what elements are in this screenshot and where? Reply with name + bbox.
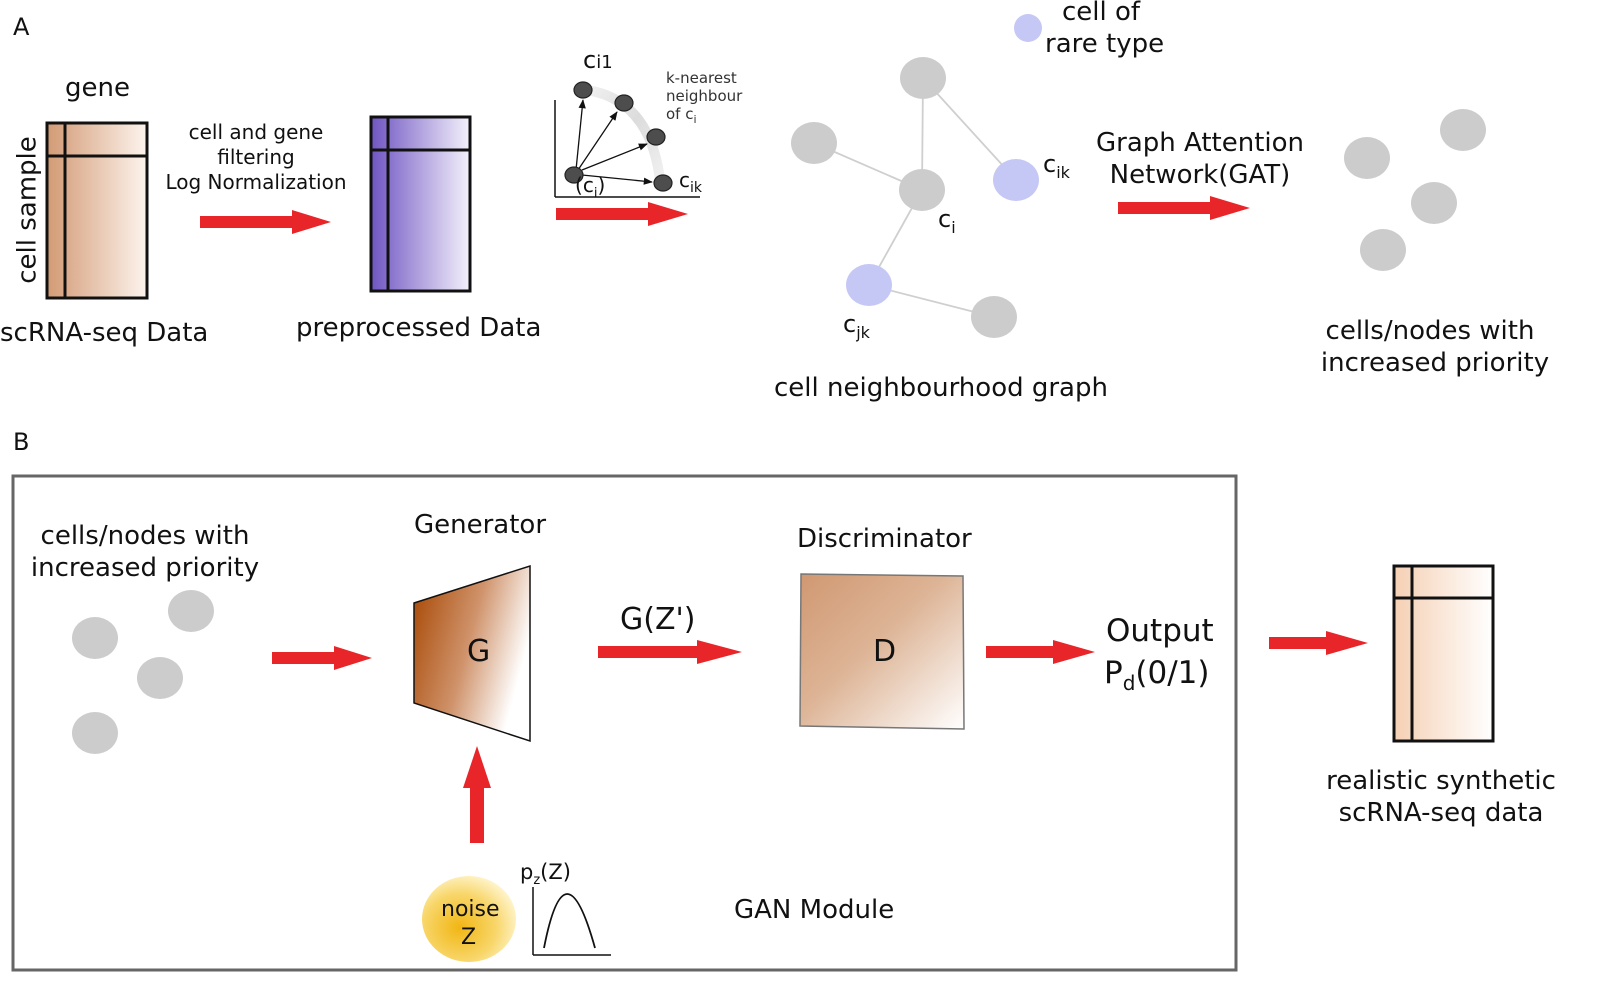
generator-letter: G xyxy=(467,634,491,669)
raw-data-caption: scRNA-seq Data xyxy=(0,318,209,348)
gat-label-line2: Network(GAT) xyxy=(1109,160,1291,190)
arrow-filtering xyxy=(200,210,331,234)
graph-caption: cell neighbourhood graph xyxy=(774,373,1108,403)
knn-label-ci: (ci) xyxy=(575,173,606,201)
discriminator-letter: D xyxy=(873,634,897,669)
arrow-knn xyxy=(556,202,688,226)
knn-plot xyxy=(554,81,700,198)
matrix-row-label: cell sample xyxy=(12,136,43,284)
neighbourhood-graph xyxy=(791,57,1039,338)
knn-note-line3: of ci xyxy=(666,105,697,126)
arrow-to-synthetic xyxy=(1269,631,1368,655)
input-caption-line2: increased priority xyxy=(30,553,260,583)
graph-node xyxy=(971,296,1017,338)
synthetic-caption-line1: realistic synthetic xyxy=(1326,766,1556,796)
input-priority-nodes xyxy=(72,590,214,754)
filtering-label-line1: cell and gene xyxy=(188,120,324,144)
pz-label: pz(Z) xyxy=(520,860,571,889)
filtering-label-line3: Log Normalization xyxy=(165,170,347,194)
knn-label-ci1: ci1 xyxy=(583,46,613,74)
knn-note-line2: neighbour xyxy=(666,87,743,105)
raw-matrix xyxy=(45,121,149,300)
panel-label-a: A xyxy=(13,13,30,41)
arrow-noise-up xyxy=(463,746,491,843)
graph-node xyxy=(900,57,946,99)
knn-note-line1: k-nearest xyxy=(666,69,737,87)
priority-node xyxy=(1411,182,1457,224)
knn-point-right xyxy=(653,174,673,192)
pz-distribution-plot xyxy=(532,887,611,956)
knn-point xyxy=(614,94,634,112)
input-node xyxy=(168,590,214,632)
generator-shape xyxy=(413,564,531,743)
discriminator-title: Discriminator xyxy=(797,524,972,554)
input-node xyxy=(72,617,118,659)
priority-nodes xyxy=(1344,109,1486,271)
rare-legend-line2: rare type xyxy=(1045,29,1165,59)
graph-node-cjk xyxy=(846,264,892,306)
input-node xyxy=(137,657,183,699)
gz-label: G(Z') xyxy=(620,602,696,637)
knn-point xyxy=(646,128,666,146)
generator-title: Generator xyxy=(414,510,547,540)
arrow-to-generator xyxy=(272,646,372,670)
priority-node xyxy=(1360,229,1406,271)
input-caption-line1: cells/nodes with xyxy=(40,521,250,551)
noise-label-line1: noise xyxy=(441,897,500,922)
preprocessed-caption: preprocessed Data xyxy=(296,313,542,343)
panel-label-b: B xyxy=(13,428,30,456)
noise-z-blob xyxy=(422,876,516,962)
gat-label-line1: Graph Attention xyxy=(1095,128,1304,158)
filtering-label-line2: filtering xyxy=(217,145,295,169)
matrix-col-label: gene xyxy=(65,73,130,103)
arrow-to-output xyxy=(986,640,1095,664)
graph-node-cik xyxy=(993,159,1039,201)
input-node xyxy=(72,712,118,754)
graph-label-cik: cik xyxy=(1043,150,1070,182)
discriminator-shape xyxy=(799,573,965,730)
graph-node xyxy=(791,122,837,164)
preprocessed-matrix xyxy=(369,115,472,293)
rare-cell-legend-dot xyxy=(1014,14,1042,42)
rare-legend-line1: cell of xyxy=(1062,0,1141,27)
graph-label-cjk: cjk xyxy=(843,310,870,342)
gan-module-frame xyxy=(11,474,1238,972)
synthetic-matrix xyxy=(1392,564,1495,743)
synthetic-caption-line2: scRNA-seq data xyxy=(1338,798,1544,828)
priority-caption-line2: increased priority xyxy=(1320,348,1550,378)
graph-node-ci xyxy=(899,169,945,211)
arrow-gz xyxy=(598,640,742,664)
graph-label-ci: ci xyxy=(938,205,956,237)
arrow-gat xyxy=(1118,196,1250,220)
noise-label-line2: Z xyxy=(461,925,477,950)
gan-module-label: GAN Module xyxy=(734,895,895,925)
output-probability: Pd(0/1) xyxy=(1104,655,1210,696)
knn-point-center xyxy=(564,166,584,184)
output-title: Output xyxy=(1106,613,1214,649)
priority-caption-line1: cells/nodes with xyxy=(1325,316,1535,346)
knn-label-cik: cik xyxy=(679,168,702,196)
knn-point-top xyxy=(573,81,593,99)
priority-node xyxy=(1440,109,1486,151)
priority-node xyxy=(1344,137,1390,179)
